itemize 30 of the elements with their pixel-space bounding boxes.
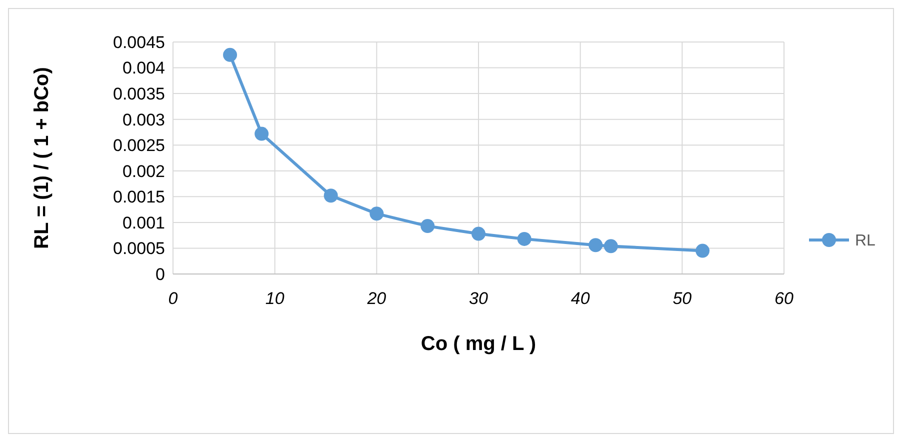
point [472, 226, 486, 241]
y-tick-label: 0.0035 [113, 84, 165, 104]
y-tick-label: 0.0045 [113, 32, 165, 52]
x-tick-label: 60 [774, 289, 794, 308]
point [254, 126, 269, 141]
x-tick-label: 0 [168, 289, 178, 308]
y-tick-label: 0.0015 [113, 188, 165, 207]
point [420, 219, 435, 234]
x-tick-label: 50 [672, 289, 692, 308]
point [588, 238, 603, 252]
point [223, 48, 238, 62]
y-tick-label: 0.004 [122, 58, 165, 78]
x-axis-title: Co ( mg / L ) [420, 333, 536, 355]
y-tick-label: 0.0025 [113, 136, 165, 156]
y-tick-label: 0 [156, 264, 165, 284]
point [370, 206, 384, 221]
x-tick-label: 40 [570, 289, 590, 308]
x-tick-label: 30 [469, 289, 488, 308]
point [696, 244, 710, 258]
x-tick-label: 20 [366, 289, 387, 308]
y-tick-label: 0.003 [122, 110, 165, 130]
point [604, 239, 618, 254]
legend-label: RL [855, 232, 876, 250]
point [324, 188, 338, 203]
point [517, 232, 532, 246]
y-tick-label: 0.0005 [113, 239, 165, 258]
y-axis-title: RL = (1) / ( 1 + bCo) [31, 67, 53, 249]
y-tick-label: 0.001 [122, 213, 165, 232]
x-tick-label: 10 [265, 289, 285, 308]
y-tick-label: 0.002 [122, 162, 165, 181]
